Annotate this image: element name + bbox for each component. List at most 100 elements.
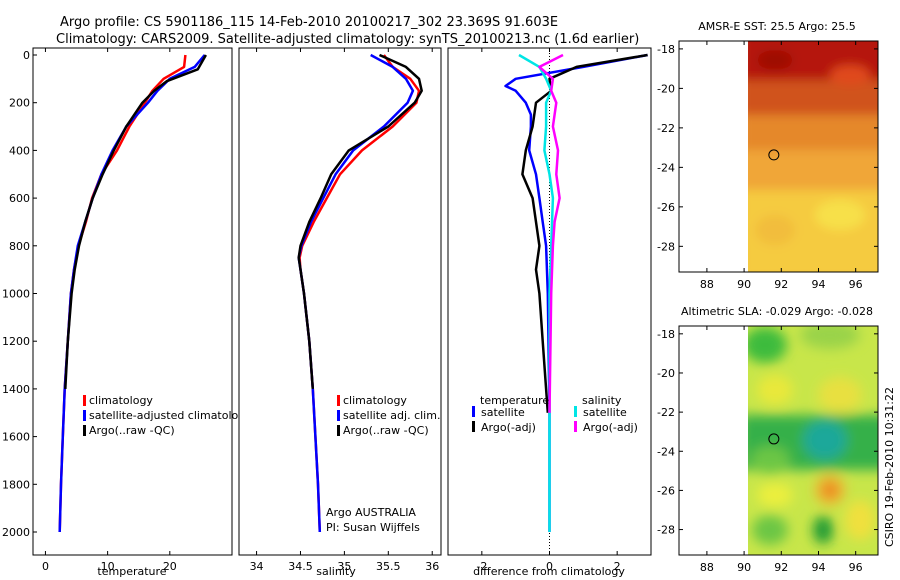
y-tick-label: -20 <box>657 82 675 95</box>
series-salinity-argo <box>538 53 564 413</box>
y-tick-label: 0 <box>23 49 30 62</box>
legend-argo: Argo(..raw -QC) <box>343 424 429 437</box>
legend-satellite: satellite adj. clim. <box>343 409 440 422</box>
y-tick-label: -26 <box>657 201 675 214</box>
legend-sal-satellite: satellite <box>583 406 627 419</box>
legend-swatch-blue <box>472 406 475 417</box>
difference-xlabel: difference from climatology <box>473 565 625 578</box>
y-tick-label: 2000 <box>2 526 30 539</box>
y-tick-label: 1600 <box>2 431 30 444</box>
x-tick-label: 94 <box>811 561 825 574</box>
series-temperature-argo <box>521 53 648 413</box>
x-tick-label: 94 <box>811 278 825 291</box>
sst-map-panel: AMSR-E SST: 25.5 Argo: 25.5 88 90 92 94 96 -1… <box>657 20 879 291</box>
series-argo <box>64 54 207 389</box>
series-temperature-satellite <box>504 53 648 532</box>
difference-legend: temperature satellite Argo(-adj) salinit… <box>472 394 638 434</box>
legend-sal-argo: Argo(-adj) <box>583 421 638 434</box>
x-tick-label: 2 <box>614 560 621 573</box>
y-tick-label: -18 <box>657 328 675 341</box>
salinity-panel: 34 34.5 35 35.5 36 salinity climatology sate… <box>238 47 442 578</box>
y-tick-label: 600 <box>9 192 30 205</box>
legend-satellite: satellite-adjusted climatolo <box>89 409 239 422</box>
temperature-legend: climatology satellite-adjusted climatolo… <box>83 394 239 437</box>
y-tick-label: 1400 <box>2 383 30 396</box>
legend-temp-satellite: satellite <box>481 406 525 419</box>
x-tick-label: 0 <box>42 560 49 573</box>
y-tick-label: -28 <box>657 524 675 537</box>
sst-heatmap <box>748 41 878 272</box>
temperature-xlabel: temperature <box>97 565 166 578</box>
salinity-xlabel: salinity <box>316 565 356 578</box>
x-tick-label: 0 <box>546 560 553 573</box>
temperature-axes <box>32 47 233 556</box>
legend-temp-argo: Argo(-adj) <box>481 421 536 434</box>
y-tick-label: 1000 <box>2 288 30 301</box>
y-tick-label: 200 <box>9 97 30 110</box>
legend-swatch-black <box>472 421 475 432</box>
x-tick-label: 96 <box>849 278 863 291</box>
sst-map-title: AMSR-E SST: 25.5 Argo: 25.5 <box>698 20 856 33</box>
x-tick-label: 96 <box>849 561 863 574</box>
salinity-legend: climatology satellite adj. clim. Argo(..… <box>337 394 440 437</box>
y-tick-label: 1200 <box>2 335 30 348</box>
argo-note-1: Argo AUSTRALIA <box>326 506 416 519</box>
legend-swatch-blue <box>83 410 86 421</box>
x-tick-label: 92 <box>774 561 788 574</box>
legend-salinity-title: salinity <box>582 394 622 407</box>
sst-map-axes <box>678 40 879 273</box>
x-tick-label: 20 <box>163 560 177 573</box>
y-tick-label: -22 <box>657 122 675 135</box>
series-salinity-satellite <box>518 53 555 532</box>
series-argo <box>297 53 423 389</box>
series-satellite <box>297 53 415 533</box>
legend-swatch-red <box>83 395 86 406</box>
x-tick-label: 88 <box>700 278 714 291</box>
y-tick-label: 400 <box>9 144 30 157</box>
y-tick-label: -24 <box>657 445 675 458</box>
x-tick-label: 90 <box>737 561 751 574</box>
x-tick-label: 35.5 <box>376 560 401 573</box>
temperature-panel: 0 10 2002004006008001000120014001600180020… <box>2 47 239 578</box>
x-tick-label: 10 <box>101 560 115 573</box>
legend-swatch-cyan <box>574 406 577 417</box>
series-climatology <box>58 54 187 533</box>
y-tick-label: -24 <box>657 161 675 174</box>
argo-position-marker <box>768 433 780 445</box>
legend-swatch-red <box>337 395 340 406</box>
series-satellite <box>58 54 206 533</box>
legend-climatology: climatology <box>89 394 153 407</box>
sla-map-axes <box>678 325 879 556</box>
legend-swatch-blue <box>337 410 340 421</box>
legend-swatch-magenta <box>574 421 577 432</box>
x-tick-label: 90 <box>737 278 751 291</box>
y-tick-label: -28 <box>657 240 675 253</box>
title-line-1: Argo profile: CS 5901186_115 14-Feb-2010… <box>60 15 558 30</box>
argo-position-marker <box>768 149 780 161</box>
x-tick-label: -2 <box>476 560 487 573</box>
y-tick-label: -18 <box>657 43 675 56</box>
side-label: CSIRO 19-Feb-2010 10:31:22 <box>883 387 896 547</box>
legend-argo: Argo(..raw -QC) <box>89 424 175 437</box>
salinity-axes <box>238 47 442 556</box>
x-tick-label: 92 <box>774 278 788 291</box>
legend-temperature-title: temperature <box>480 394 549 407</box>
y-tick-label: -22 <box>657 406 675 419</box>
argo-note-2: PI: Susan Wijffels <box>326 521 420 534</box>
sla-heatmap <box>748 326 878 555</box>
y-tick-label: 800 <box>9 240 30 253</box>
x-tick-label: 35 <box>337 560 351 573</box>
y-tick-label: 1800 <box>2 478 30 491</box>
sla-map-title: Altimetric SLA: -0.029 Argo: -0.028 <box>681 305 873 318</box>
y-tick-label: -26 <box>657 484 675 497</box>
difference-panel: -2 0 2 difference from climatology tempera… <box>447 47 652 578</box>
title-line-2: Climatology: CARS2009. Satellite-adjuste… <box>56 32 639 47</box>
x-tick-label: 88 <box>700 561 714 574</box>
y-tick-label: -20 <box>657 367 675 380</box>
legend-swatch-black <box>337 425 340 436</box>
legend-climatology: climatology <box>343 394 407 407</box>
x-tick-label: 34 <box>250 560 264 573</box>
sla-map-panel: Altimetric SLA: -0.029 Argo: -0.028 88 90… <box>657 305 879 574</box>
x-tick-label: 36 <box>425 560 439 573</box>
